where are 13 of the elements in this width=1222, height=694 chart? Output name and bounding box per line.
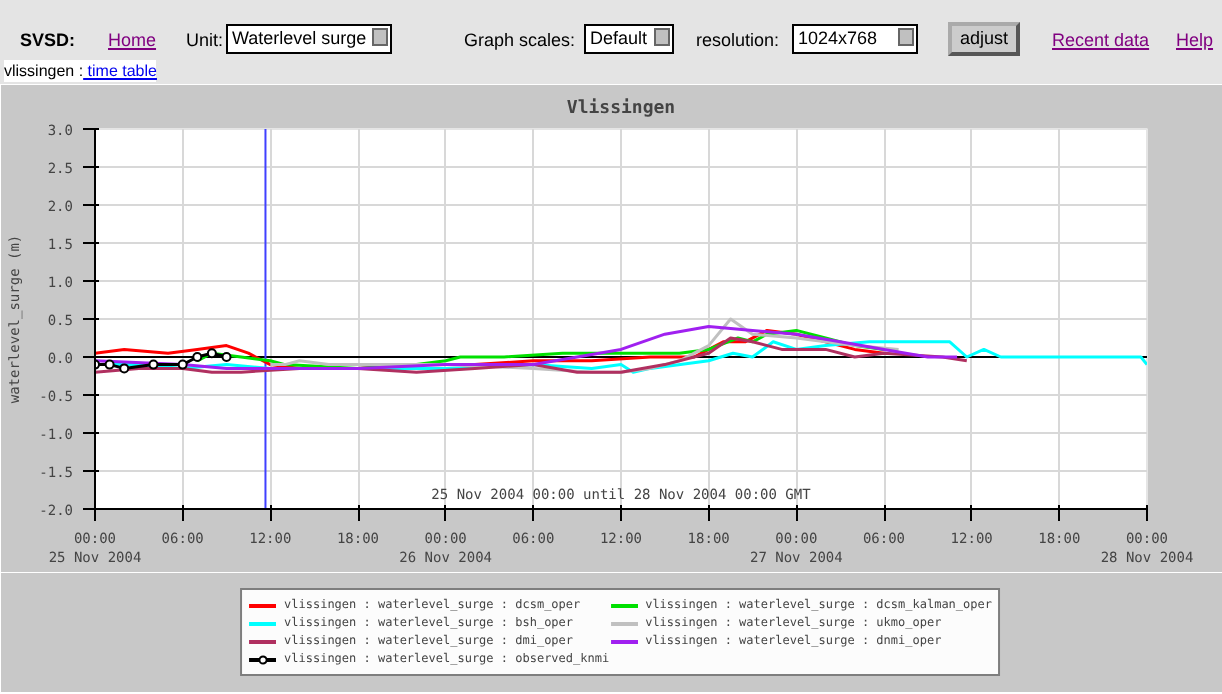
text: Unit: — [186, 28, 224, 54]
text: Home — [108, 28, 157, 54]
text: 1024x768 — [792, 24, 919, 54]
chart-title: Vlissingen — [566, 97, 676, 119]
text: resolution: — [696, 28, 780, 54]
text: Graph scales: — [464, 28, 576, 54]
text: SVSD: — [20, 28, 76, 54]
text: Waterlevel surge — [226, 24, 393, 54]
text: Default — [584, 24, 674, 54]
text: Help — [1176, 28, 1214, 54]
text: Recent data — [1052, 28, 1150, 54]
text: adjust — [948, 22, 1021, 56]
text: vlissingen : time table — [4, 60, 157, 83]
